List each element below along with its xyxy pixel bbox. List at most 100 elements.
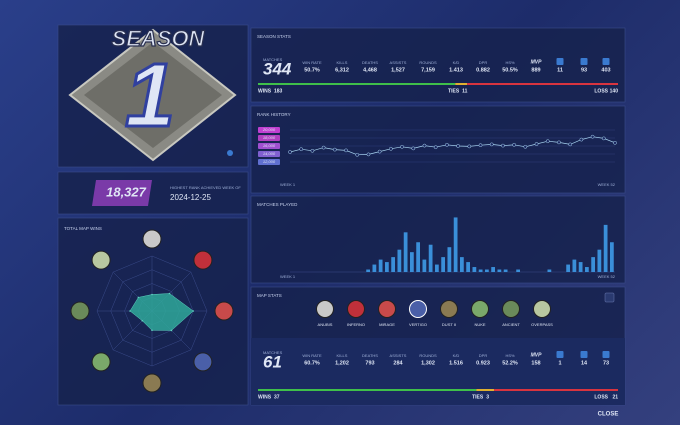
rank-badge: [92, 180, 152, 206]
bar: [453, 217, 458, 272]
map-name: VERTIGO: [409, 322, 427, 327]
toggle-button[interactable]: [604, 292, 615, 303]
stat-value: 14: [581, 360, 588, 366]
mvp-icon: MVP: [531, 59, 543, 65]
map-stats-detail: [251, 338, 625, 405]
record-label: WINS: [258, 88, 272, 94]
stat-label: DPR: [479, 353, 488, 358]
rank-point: [433, 145, 438, 150]
rank-point: [456, 144, 460, 148]
record-value: 183: [274, 88, 283, 94]
stat-value: 4,468: [363, 67, 377, 73]
map-selector-icon[interactable]: [471, 300, 489, 318]
rank-point: [601, 136, 606, 141]
rank-point: [445, 142, 449, 147]
rank-badge: [258, 159, 280, 165]
map-name: OVERPASS: [531, 322, 553, 327]
stat-value: 7,159: [421, 67, 435, 73]
rank-date: 2024-12-25: [170, 193, 211, 202]
rank-point: [355, 152, 360, 157]
record-bar: [258, 389, 477, 391]
map-selector-icon[interactable]: [347, 300, 365, 318]
stat-icon: [580, 351, 588, 358]
record-value: 140: [610, 88, 619, 94]
stat-value: 73: [603, 360, 609, 366]
bar: [603, 224, 608, 272]
radar-point: [151, 293, 153, 296]
rank-point: [299, 147, 304, 152]
bar: [372, 264, 377, 272]
map-icon: [193, 250, 213, 270]
stat-label: WIN RATE: [302, 60, 322, 65]
record-bar: [467, 83, 618, 85]
map-icon: [142, 229, 162, 249]
stat-value: 1,527: [391, 67, 405, 73]
record-value: 3: [486, 394, 489, 400]
rank-point: [489, 142, 494, 147]
stat-label: HS%: [505, 60, 515, 65]
rank-point: [321, 145, 326, 150]
rank-point: [400, 144, 404, 149]
bar: [478, 269, 483, 272]
panel-title: MAP STATS: [257, 293, 282, 298]
rank-point: [288, 150, 292, 154]
record-value: 37: [274, 394, 280, 400]
rank-badge: [258, 127, 280, 133]
map-selector-icon[interactable]: [378, 300, 396, 318]
rank-point: [579, 137, 584, 142]
rank-point: [590, 134, 595, 139]
rank-badge: [258, 151, 280, 157]
stat-label: K/D: [453, 353, 460, 358]
rank-badge: [258, 143, 280, 149]
bar: [466, 262, 470, 272]
stat-value: 889: [531, 67, 540, 73]
rank-point: [389, 146, 393, 151]
bar: [472, 267, 477, 272]
stat-value: 284: [393, 360, 403, 366]
map-selector-icon[interactable]: [502, 300, 520, 318]
stat-label: ASSISTS: [390, 60, 407, 65]
stat-value: 6,312: [335, 67, 349, 73]
map-selector-icon[interactable]: [409, 300, 427, 318]
bar: [441, 257, 445, 272]
map-selector-icon[interactable]: [316, 300, 334, 318]
bar: [591, 257, 595, 272]
bar: [397, 249, 402, 272]
rank-point: [332, 147, 337, 152]
map-name: INFERNO: [347, 322, 365, 327]
rank-point: [501, 143, 505, 148]
close-button[interactable]: CLOSE: [598, 412, 619, 418]
stat-value: 0.923: [476, 360, 490, 366]
stat-label: ROUNDS: [419, 60, 437, 65]
map-selector-icon[interactable]: [440, 300, 458, 318]
bar: [497, 269, 502, 272]
radar-point: [168, 292, 171, 295]
record-bar: [258, 83, 456, 85]
rank-point: [422, 143, 427, 148]
rank-label: HIGHEST RANK ACHIEVED WEEK OF: [170, 185, 241, 190]
stat-value: 1.413: [449, 67, 463, 73]
y-tick-label: 18,000: [263, 135, 276, 140]
rank-point: [534, 142, 539, 146]
bar: [503, 269, 508, 272]
stat-label: MATCHES: [263, 350, 283, 355]
rank-point: [557, 140, 561, 145]
stat-label: HS%: [505, 353, 515, 358]
stat-value: 60.7%: [304, 360, 320, 366]
bar: [485, 269, 489, 272]
stat-value: 50.5%: [502, 67, 518, 73]
radar-point: [137, 296, 140, 299]
x-axis-label: WEEK 52: [598, 182, 616, 187]
stat-value: 52.2%: [502, 360, 518, 366]
bar: [491, 267, 495, 272]
rank-point: [366, 152, 371, 157]
bar: [610, 242, 614, 272]
stat-value: 403: [601, 67, 610, 73]
season-stats-panel: [250, 27, 626, 103]
bar: [416, 242, 420, 272]
rank-value: 18,327: [106, 184, 147, 199]
bar: [435, 264, 439, 272]
info-icon[interactable]: [227, 150, 233, 156]
map-selector-icon[interactable]: [533, 300, 551, 318]
